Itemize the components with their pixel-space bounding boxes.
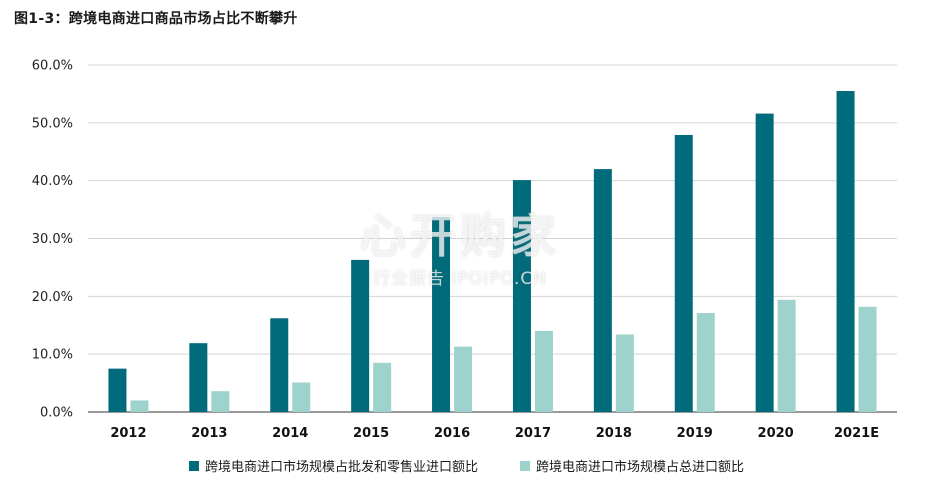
y-tick-label: 50.0%: [32, 116, 73, 131]
bar-series-1-2012: [108, 368, 127, 412]
bar-series-2-2016: [454, 346, 473, 412]
legend-label-series-1: 跨境电商进口市场规模占批发和零售业进口额比: [204, 460, 478, 475]
bar-series-1-2015: [351, 259, 370, 412]
bar-series-2-2014: [292, 382, 311, 412]
x-tick-label: 2018: [596, 426, 632, 441]
x-tick-label: 2016: [434, 426, 470, 441]
bar-series-2-2015: [373, 362, 392, 412]
legend-label-series-2: 跨境电商进口市场规模占总进口额比: [536, 460, 745, 475]
x-tick-label: 2019: [677, 426, 713, 441]
bar-series-2-2020: [777, 299, 796, 412]
x-tick-label: 2015: [353, 426, 389, 441]
legend-item-series-2: 跨境电商进口市场规模占总进口额比: [520, 456, 744, 475]
bar-series-1-2018: [593, 169, 612, 412]
bar-series-1-2016: [432, 217, 451, 412]
bar-series-2-2019: [696, 313, 715, 412]
x-tick-label: 2013: [191, 426, 227, 441]
bar-series-1-2020: [755, 113, 774, 412]
y-tick-label: 40.0%: [32, 174, 73, 189]
chart-legend: 跨境电商进口市场规模占批发和零售业进口额比 跨境电商进口市场规模占总进口额比: [0, 456, 933, 475]
y-tick-label: 30.0%: [32, 232, 73, 247]
legend-swatch-series-2: [520, 460, 530, 471]
bar-series-1-2021E: [836, 91, 855, 413]
x-tick-label: 2020: [758, 426, 794, 441]
x-tick-label: 2012: [110, 426, 146, 441]
x-tick-label: 2014: [272, 426, 308, 441]
y-tick-label: 0.0%: [40, 406, 73, 421]
x-tick-label: 2017: [515, 426, 551, 441]
bar-series-1-2013: [189, 343, 208, 412]
bar-series-1-2014: [270, 318, 289, 412]
chart-title: 图1-3：跨境电商进口商品市场占比不断攀升: [14, 11, 298, 27]
bar-series-1-2019: [674, 134, 693, 412]
bar-series-2-2018: [615, 334, 634, 412]
y-tick-label: 60.0%: [32, 59, 73, 74]
x-tick-label: 2021E: [834, 426, 879, 441]
bar-series-2-2021E: [858, 306, 877, 412]
y-tick-label: 10.0%: [32, 348, 73, 363]
bar-series-2-2012: [130, 400, 149, 412]
y-tick-label: 20.0%: [32, 290, 73, 305]
legend-item-series-1: 跨境电商进口市场规模占批发和零售业进口额比: [188, 456, 478, 475]
bar-series-1-2017: [512, 180, 531, 412]
legend-swatch-series-1: [188, 460, 199, 471]
bar-series-2-2017: [534, 331, 553, 412]
bar-series-2-2013: [211, 391, 230, 412]
